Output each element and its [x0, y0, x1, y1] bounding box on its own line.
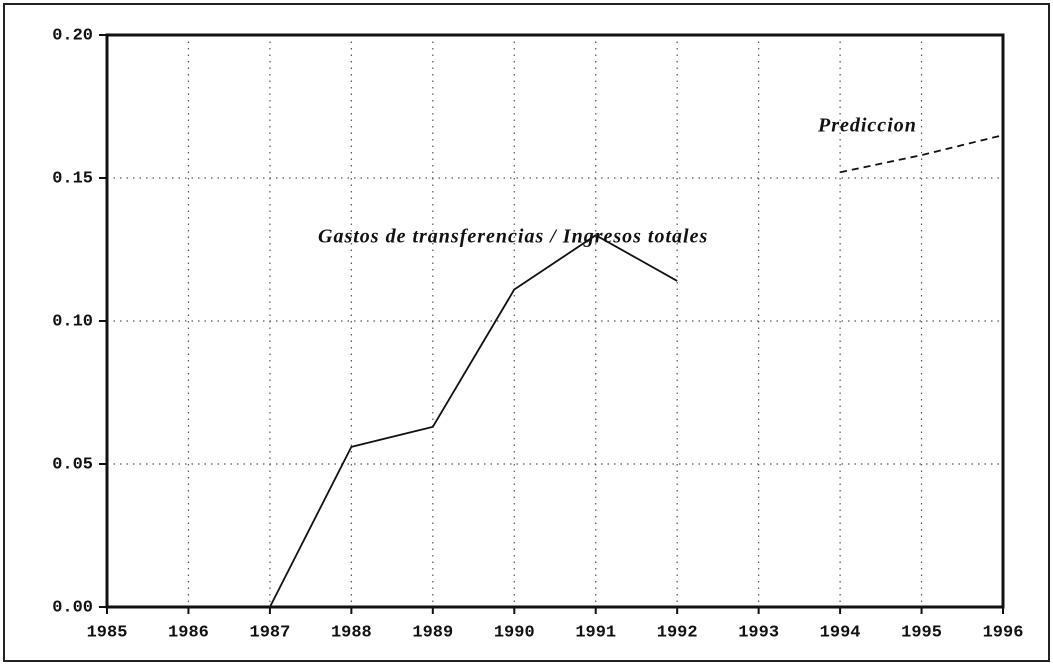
y-tick-label: 0.10: [52, 312, 93, 331]
frame: [3, 3, 1050, 662]
x-tick-label: 1993: [738, 623, 779, 642]
series-label: Gastos de transferencias / Ingresos tota…: [318, 226, 708, 248]
series-line: [839, 134, 1004, 174]
y-tick-label: 0.05: [52, 455, 93, 474]
x-tick-label: 1990: [494, 623, 535, 642]
y-tick-label: 0.20: [52, 26, 93, 45]
x-tick-label: 1994: [820, 623, 861, 642]
y-tick-label: 0.00: [52, 598, 93, 617]
plot-frame: [105, 33, 1005, 609]
y-tick-label: 0.15: [52, 169, 93, 188]
x-tick-label: 1989: [412, 623, 453, 642]
x-tick-label: 1992: [657, 623, 698, 642]
x-tick-label: 1996: [983, 623, 1024, 642]
x-tick-label: 1988: [331, 623, 372, 642]
x-tick-label: 1986: [168, 623, 209, 642]
series-label: Prediccion: [817, 115, 917, 137]
x-tick-label: 1985: [87, 623, 128, 642]
x-tick-label: 1987: [250, 623, 291, 642]
x-tick-label: 1991: [575, 623, 616, 642]
series-line: [107, 234, 678, 608]
x-tick-label: 1995: [901, 623, 942, 642]
